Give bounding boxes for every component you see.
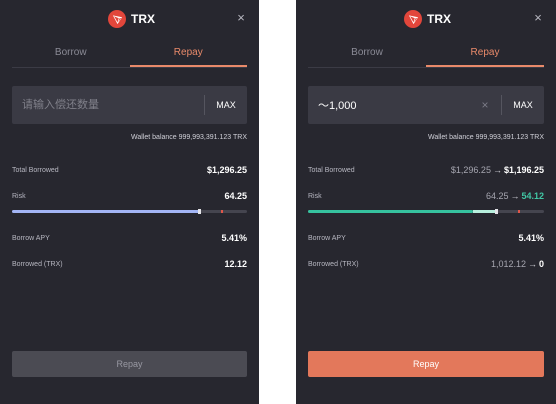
borrowed-trx-row: Borrowed (TRX) 1,012.12 → 0 bbox=[308, 259, 544, 273]
risk-label: Risk bbox=[308, 193, 322, 200]
asset-title: TRX bbox=[427, 12, 451, 26]
total-borrowed-label: Total Borrowed bbox=[308, 167, 355, 174]
input-divider bbox=[501, 95, 502, 115]
borrowed-trx-old: 1,012.12 bbox=[490, 259, 526, 269]
repay-amount-input[interactable] bbox=[22, 86, 182, 124]
borrowed-trx-new: 0 bbox=[538, 259, 544, 269]
borrowed-trx-row: Borrowed (TRX) 12.12 bbox=[12, 259, 247, 273]
max-button[interactable]: MAX bbox=[513, 100, 533, 110]
close-icon[interactable]: × bbox=[534, 10, 542, 25]
borrow-apy-row: Borrow APY 5.41% bbox=[12, 233, 247, 247]
borrow-apy-row: Borrow APY 5.41% bbox=[308, 233, 544, 247]
risk-bar-fill bbox=[308, 210, 474, 213]
repay-amount-box: MAX bbox=[12, 86, 247, 124]
close-icon[interactable]: × bbox=[237, 10, 245, 25]
risk-row: Risk 64.25 bbox=[12, 191, 247, 205]
clear-input-icon[interactable]: × bbox=[481, 98, 489, 112]
tab-repay[interactable]: Repay bbox=[129, 42, 247, 67]
borrowed-trx-value: 12.12 bbox=[224, 259, 247, 269]
risk-value: 64.25 bbox=[224, 191, 247, 201]
arrow-right-icon: → bbox=[492, 165, 502, 175]
borrow-apy-value: 5.41% bbox=[221, 233, 247, 243]
borrow-apy-value: 5.41% bbox=[518, 233, 544, 243]
risk-bar-fill bbox=[12, 210, 200, 213]
borrowed-trx-change: 1,012.12 → 0 bbox=[491, 259, 544, 269]
total-borrowed-new: $1,196.25 bbox=[503, 165, 544, 175]
risk-danger-marker bbox=[518, 210, 521, 213]
panel-header: TRX × bbox=[0, 10, 259, 32]
panel-header: TRX × bbox=[296, 10, 556, 32]
risk-label: Risk bbox=[12, 193, 26, 200]
asset-title: TRX bbox=[131, 12, 155, 26]
arrow-right-icon: → bbox=[527, 259, 537, 269]
risk-row: Risk 64.25 → 54.12 bbox=[308, 191, 544, 205]
total-borrowed-value: $1,296.25 bbox=[206, 165, 247, 175]
repay-amount-box: × MAX bbox=[308, 86, 544, 124]
total-borrowed-label: Total Borrowed bbox=[12, 167, 59, 174]
borrowed-trx-label: Borrowed (TRX) bbox=[308, 261, 359, 268]
risk-bar bbox=[308, 209, 544, 214]
tab-bar: Borrow Repay bbox=[308, 42, 544, 68]
wallet-balance: Wallet balance 999,993,391.123 TRX bbox=[131, 134, 247, 141]
risk-new: 54.12 bbox=[521, 191, 544, 201]
tron-logo-icon bbox=[108, 10, 126, 28]
borrow-apy-label: Borrow APY bbox=[308, 235, 346, 242]
risk-bar-reduction bbox=[473, 210, 497, 213]
repay-panel-filled: TRX × Borrow Repay × MAX Wallet balance … bbox=[296, 0, 556, 404]
repay-button[interactable]: Repay bbox=[308, 351, 544, 377]
wallet-balance: Wallet balance 999,993,391.123 TRX bbox=[428, 134, 544, 141]
risk-bar bbox=[12, 209, 247, 214]
total-borrowed-old: $1,296.25 bbox=[450, 165, 491, 175]
borrow-apy-label: Borrow APY bbox=[12, 235, 50, 242]
max-button[interactable]: MAX bbox=[216, 100, 236, 110]
tab-repay[interactable]: Repay bbox=[426, 42, 544, 67]
tab-bar: Borrow Repay bbox=[12, 42, 247, 68]
borrowed-trx-label: Borrowed (TRX) bbox=[12, 261, 63, 268]
risk-danger-marker bbox=[221, 210, 224, 213]
arrow-right-icon: → bbox=[510, 191, 520, 201]
total-borrowed-row: Total Borrowed $1,296.25 → $1,196.25 bbox=[308, 165, 544, 179]
repay-amount-input[interactable] bbox=[318, 86, 478, 124]
risk-bar-marker bbox=[198, 209, 201, 214]
risk-old: 64.25 bbox=[485, 191, 509, 201]
tab-borrow[interactable]: Borrow bbox=[54, 47, 87, 58]
tron-logo-icon bbox=[404, 10, 422, 28]
total-borrowed-row: Total Borrowed $1,296.25 bbox=[12, 165, 247, 179]
tab-borrow[interactable]: Borrow bbox=[351, 47, 383, 58]
input-divider bbox=[204, 95, 205, 115]
repay-button-disabled[interactable]: Repay bbox=[12, 351, 247, 377]
risk-bar-marker bbox=[494, 209, 498, 214]
risk-change: 64.25 → 54.12 bbox=[486, 191, 544, 201]
total-borrowed-change: $1,296.25 → $1,196.25 bbox=[451, 165, 544, 175]
repay-panel-empty: TRX × Borrow Repay MAX Wallet balance 99… bbox=[0, 0, 259, 404]
